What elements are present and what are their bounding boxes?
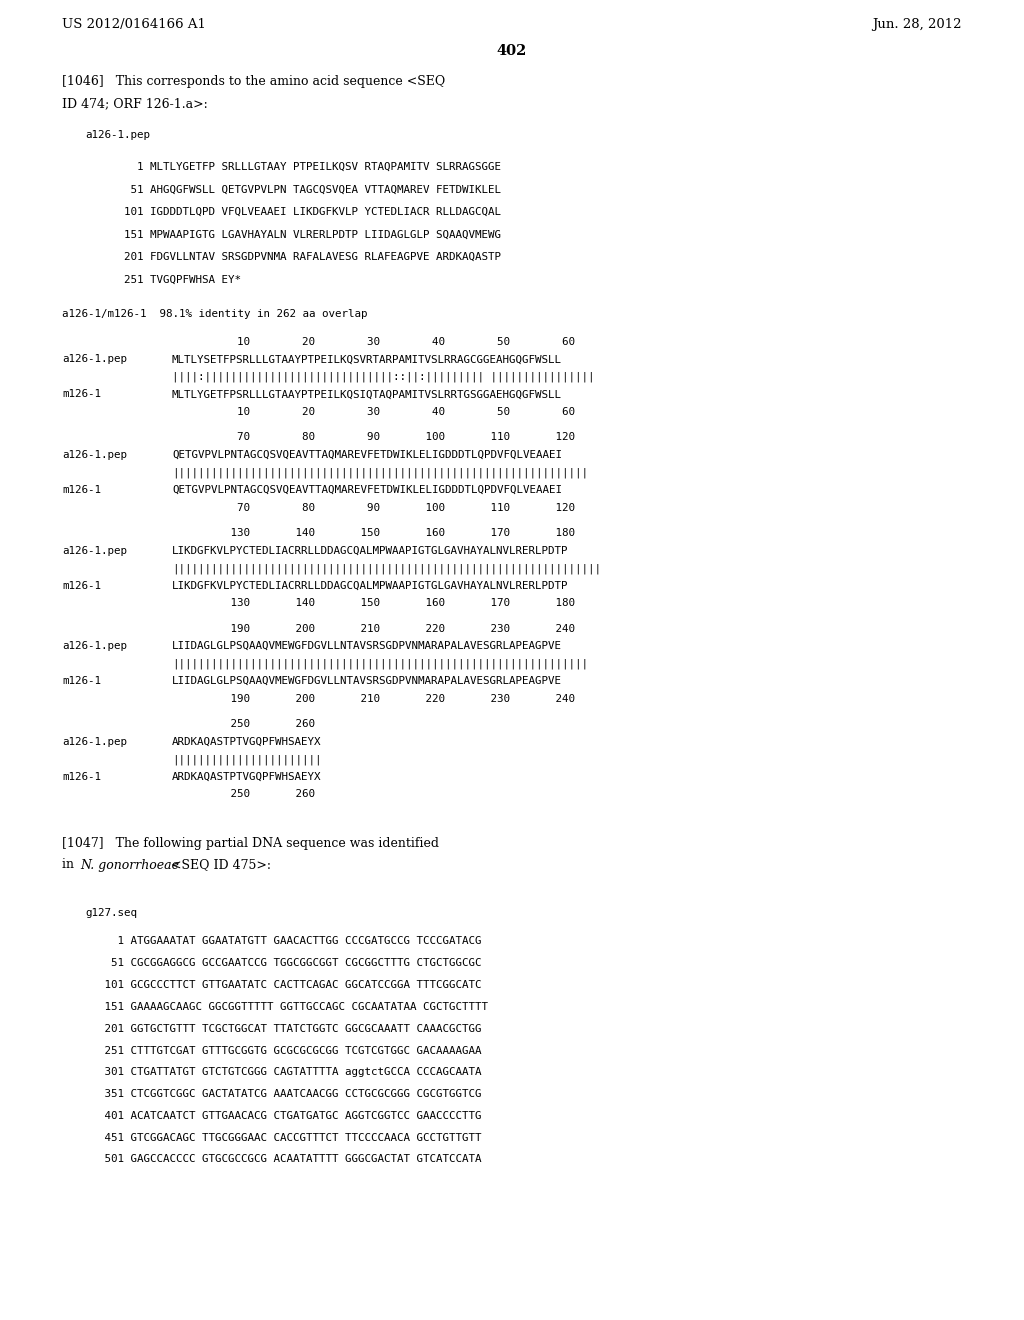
Text: Jun. 28, 2012: Jun. 28, 2012 (872, 18, 962, 30)
Text: a126-1.pep: a126-1.pep (62, 737, 127, 747)
Text: QETGVPVLPNTAGCQSVQEAVTTAQMAREVFETDWIKLELIGDDDTLQPDVFQLVEAAEI: QETGVPVLPNTAGCQSVQEAVTTAQMAREVFETDWIKLEL… (172, 484, 562, 495)
Text: 201 FDGVLLNTAV SRSGDPVNMA RAFALAVESG RLAFEAGPVE ARDKAQASTP: 201 FDGVLLNTAV SRSGDPVNMA RAFALAVESG RLA… (85, 252, 501, 261)
Text: 501 GAGCCACCCC GTGCGCCGCG ACAATATTTT GGGCGACTAT GTCATCCATA: 501 GAGCCACCCC GTGCGCCGCG ACAATATTTT GGG… (85, 1155, 481, 1164)
Text: 251 CTTTGTCGAT GTTTGCGGTG GCGCGCGCGG TCGTCGTGGC GACAAAAGAA: 251 CTTTGTCGAT GTTTGCGGTG GCGCGCGCGG TCG… (85, 1045, 481, 1056)
Text: 70        80        90       100       110       120: 70 80 90 100 110 120 (172, 503, 575, 512)
Text: 10        20        30        40        50        60: 10 20 30 40 50 60 (172, 407, 575, 417)
Text: 51 CGCGGAGGCG GCCGAATCCG TGGCGGCGGT CGCGGCTTTG CTGCTGGCGC: 51 CGCGGAGGCG GCCGAATCCG TGGCGGCGGT CGCG… (85, 958, 481, 969)
Text: MLTLYGETFPSRLLLGTAAYPTPEILKQSIQTAQPAMITVSLRRTGSGGAEHGQGFWSLL: MLTLYGETFPSRLLLGTAAYPTPEILKQSIQTAQPAMITV… (172, 389, 562, 400)
Text: 10        20        30        40        50        60: 10 20 30 40 50 60 (172, 337, 575, 347)
Text: a126-1.pep: a126-1.pep (85, 129, 150, 140)
Text: 151 MPWAAPIGTG LGAVHAYALN VLRERLPDTP LIIDAGLGLP SQAAQVMEWG: 151 MPWAAPIGTG LGAVHAYALN VLRERLPDTP LII… (85, 230, 501, 239)
Text: [1046]   This corresponds to the amino acid sequence <SEQ: [1046] This corresponds to the amino aci… (62, 75, 445, 88)
Text: LIIDAGLGLPSQAAQVMEWGFDGVLLNTAVSRSGDPVNMARAPALAVESGRLAPEAGPVE: LIIDAGLGLPSQAAQVMEWGFDGVLLNTAVSRSGDPVNMA… (172, 676, 562, 686)
Text: m126-1: m126-1 (62, 484, 101, 495)
Text: ||||:|||||||||||||||||||||||||||||::||:||||||||| ||||||||||||||||: ||||:|||||||||||||||||||||||||||||::||:|… (172, 372, 595, 383)
Text: LIIDAGLGLPSQAAQVMEWGFDGVLLNTAVSRSGDPVNMARAPALAVESGRLAPEAGPVE: LIIDAGLGLPSQAAQVMEWGFDGVLLNTAVSRSGDPVNMA… (172, 642, 562, 651)
Text: 201 GGTGCTGTTT TCGCTGGCAT TTATCTGGTC GGCGCAAATT CAAACGCTGG: 201 GGTGCTGTTT TCGCTGGCAT TTATCTGGTC GGC… (85, 1024, 481, 1034)
Text: 130       140       150       160       170       180: 130 140 150 160 170 180 (172, 598, 575, 609)
Text: ID 474; ORF 126-1.a>:: ID 474; ORF 126-1.a>: (62, 96, 208, 110)
Text: <SEQ ID 475>:: <SEQ ID 475>: (167, 858, 271, 871)
Text: 1 ATGGAAATAT GGAATATGTT GAACACTTGG CCCGATGCCG TCCCGATACG: 1 ATGGAAATAT GGAATATGTT GAACACTTGG CCCGA… (85, 936, 481, 946)
Text: 70        80        90       100       110       120: 70 80 90 100 110 120 (172, 433, 575, 442)
Text: a126-1.pep: a126-1.pep (62, 450, 127, 459)
Text: 351 CTCGGTCGGC GACTATATCG AAATCAACGG CCTGCGCGGG CGCGTGGTCG: 351 CTCGGTCGGC GACTATATCG AAATCAACGG CCT… (85, 1089, 481, 1100)
Text: 1 MLTLYGETFP SRLLLGTAAY PTPEILKQSV RTAQPAMITV SLRRAGSGGE: 1 MLTLYGETFP SRLLLGTAAY PTPEILKQSV RTAQP… (85, 162, 501, 172)
Text: in: in (62, 858, 78, 871)
Text: 251 TVGQPFWHSA EY*: 251 TVGQPFWHSA EY* (85, 275, 241, 285)
Text: LIKDGFKVLPYCTEDLIACRRLLDDAGCQALMPWAAPIGTGLGAVHAYALNVLRERLPDTP: LIKDGFKVLPYCTEDLIACRRLLDDAGCQALMPWAAPIGT… (172, 581, 568, 590)
Text: ||||||||||||||||||||||||||||||||||||||||||||||||||||||||||||||||||: ||||||||||||||||||||||||||||||||||||||||… (172, 564, 601, 573)
Text: 190       200       210       220       230       240: 190 200 210 220 230 240 (172, 693, 575, 704)
Text: 101 IGDDDTLQPD VFQLVEAAEI LIKDGFKVLP YCTEDLIACR RLLDAGCQAL: 101 IGDDDTLQPD VFQLVEAAEI LIKDGFKVLP YCT… (85, 207, 501, 216)
Text: m126-1: m126-1 (62, 771, 101, 781)
Text: ||||||||||||||||||||||||||||||||||||||||||||||||||||||||||||||||: ||||||||||||||||||||||||||||||||||||||||… (172, 467, 588, 478)
Text: 250       260: 250 260 (172, 719, 315, 729)
Text: 151 GAAAAGCAAGC GGCGGTTTTT GGTTGCCAGC CGCAATATAA CGCTGCTTTT: 151 GAAAAGCAAGC GGCGGTTTTT GGTTGCCAGC CG… (85, 1002, 488, 1012)
Text: 190       200       210       220       230       240: 190 200 210 220 230 240 (172, 623, 575, 634)
Text: 451 GTCGGACAGC TTGCGGGAAC CACCGTTTCT TTCCCCAACA GCCTGTTGTT: 451 GTCGGACAGC TTGCGGGAAC CACCGTTTCT TTC… (85, 1133, 481, 1143)
Text: MLTLYSETFPSRLLLGTAAYPTPEILKQSVRTARPAMITVSLRRAGCGGEAHGQGFWSLL: MLTLYSETFPSRLLLGTAAYPTPEILKQSVRTARPAMITV… (172, 355, 562, 364)
Text: N. gonorrhoeae: N. gonorrhoeae (81, 858, 179, 871)
Text: US 2012/0164166 A1: US 2012/0164166 A1 (62, 18, 206, 30)
Text: m126-1: m126-1 (62, 389, 101, 400)
Text: a126-1.pep: a126-1.pep (62, 355, 127, 364)
Text: 301 CTGATTATGT GTCTGTCGGG CAGTATTTTA aggtctGCCA CCCAGCAATA: 301 CTGATTATGT GTCTGTCGGG CAGTATTTTA agg… (85, 1068, 481, 1077)
Text: 51 AHGQGFWSLL QETGVPVLPN TAGCQSVQEA VTTAQMAREV FETDWIKLEL: 51 AHGQGFWSLL QETGVPVLPN TAGCQSVQEA VTTA… (85, 185, 501, 194)
Text: 402: 402 (497, 44, 527, 58)
Text: a126-1.pep: a126-1.pep (62, 545, 127, 556)
Text: m126-1: m126-1 (62, 581, 101, 590)
Text: LIKDGFKVLPYCTEDLIACRRLLDDAGCQALMPWAAPIGTGLGAVHAYALNVLRERLPDTP: LIKDGFKVLPYCTEDLIACRRLLDDAGCQALMPWAAPIGT… (172, 545, 568, 556)
Text: g127.seq: g127.seq (85, 908, 137, 919)
Text: m126-1: m126-1 (62, 676, 101, 686)
Text: a126-1.pep: a126-1.pep (62, 642, 127, 651)
Text: 130       140       150       160       170       180: 130 140 150 160 170 180 (172, 528, 575, 539)
Text: ARDKAQASTPTVGQPFWHSAEYX: ARDKAQASTPTVGQPFWHSAEYX (172, 771, 322, 781)
Text: 101 GCGCCCTTCT GTTGAATATC CACTTCAGAC GGCATCCGGA TTTCGGCATC: 101 GCGCCCTTCT GTTGAATATC CACTTCAGAC GGC… (85, 979, 481, 990)
Text: ARDKAQASTPTVGQPFWHSAEYX: ARDKAQASTPTVGQPFWHSAEYX (172, 737, 322, 747)
Text: |||||||||||||||||||||||: ||||||||||||||||||||||| (172, 754, 322, 764)
Text: ||||||||||||||||||||||||||||||||||||||||||||||||||||||||||||||||: ||||||||||||||||||||||||||||||||||||||||… (172, 659, 588, 669)
Text: 401 ACATCAATCT GTTGAACACG CTGATGATGC AGGTCGGTCC GAACCCCTTG: 401 ACATCAATCT GTTGAACACG CTGATGATGC AGG… (85, 1111, 481, 1121)
Text: [1047]   The following partial DNA sequence was identified: [1047] The following partial DNA sequenc… (62, 837, 439, 850)
Text: QETGVPVLPNTAGCQSVQEAVTTAQMAREVFETDWIKLELIGDDDTLQPDVFQLVEAAEI: QETGVPVLPNTAGCQSVQEAVTTAQMAREVFETDWIKLEL… (172, 450, 562, 459)
Text: a126-1/m126-1  98.1% identity in 262 aa overlap: a126-1/m126-1 98.1% identity in 262 aa o… (62, 309, 368, 319)
Text: 250       260: 250 260 (172, 789, 315, 799)
